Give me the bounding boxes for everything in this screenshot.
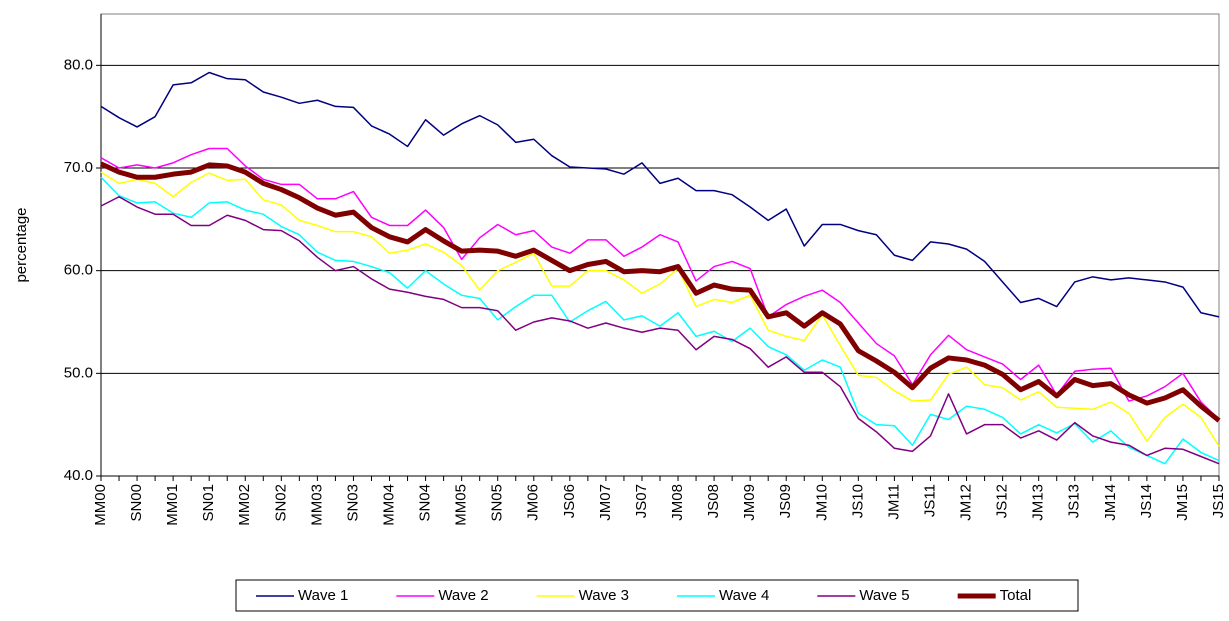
x-tick-label: MM01 (164, 484, 181, 526)
legend-label: Wave 4 (719, 587, 769, 604)
x-tick-label: JS10 (849, 484, 866, 518)
x-tick-label: SN01 (200, 484, 217, 522)
x-tick-label: JS11 (921, 484, 938, 517)
series-line (100, 176, 1220, 465)
x-tick-label: JM13 (1030, 484, 1047, 521)
x-tick-label: SN04 (417, 484, 434, 522)
legend-label: Wave 5 (859, 587, 909, 604)
series-line (99, 161, 1221, 423)
x-tick-label: JM06 (525, 484, 542, 521)
series-line (100, 71, 1220, 318)
x-tick-label: JS13 (1066, 484, 1083, 518)
x-tick-label: MM03 (308, 484, 325, 526)
x-tick-label: JS14 (1138, 484, 1155, 518)
y-tick-label: 50.0 (64, 364, 93, 381)
legend-label: Total (1000, 587, 1032, 604)
x-tick-label: MM00 (92, 484, 109, 526)
x-tick-label: JM11 (885, 484, 902, 520)
x-tick-label: JM10 (813, 484, 830, 521)
x-tick-label: JM09 (741, 484, 758, 521)
x-tick-label: MM04 (380, 484, 397, 526)
x-tick-label: JS06 (561, 484, 578, 518)
y-tick-label: 70.0 (64, 159, 93, 176)
x-tick-label: MM05 (453, 484, 470, 526)
x-tick-label: JM14 (1102, 484, 1119, 521)
y-tick-label: 40.0 (64, 467, 93, 484)
x-tick-label: JS09 (777, 484, 794, 518)
x-tick-label: JM08 (669, 484, 686, 521)
x-tick-label: MM02 (236, 484, 253, 526)
x-tick-label: JS08 (705, 484, 722, 518)
x-tick-label: JS12 (994, 484, 1011, 518)
x-tick-label: JM15 (1174, 484, 1191, 521)
y-tick-label: 80.0 (64, 56, 93, 73)
legend-label: Wave 2 (438, 587, 488, 604)
plot-area (100, 13, 1220, 477)
x-tick-label: JM07 (597, 484, 614, 521)
x-tick-label: JS07 (633, 484, 650, 518)
x-tick-label: SN03 (344, 484, 361, 522)
legend-label: Wave 1 (298, 587, 348, 604)
legend: Wave 1 Wave 2 Wave 3 Wave 4 Wave 5 Total (235, 579, 1079, 612)
x-tick-label: JS15 (1210, 484, 1227, 518)
x-tick-label: SN00 (128, 484, 145, 522)
y-tick-label: 60.0 (64, 262, 93, 279)
x-tick-label: SN02 (272, 484, 289, 522)
series-line (100, 147, 1220, 421)
legend-box (235, 579, 1079, 612)
series-line (100, 195, 1220, 465)
legend-label: Wave 3 (579, 587, 629, 604)
series-line (100, 171, 1220, 447)
x-tick-label: JM12 (958, 484, 975, 521)
x-tick-label: SN05 (489, 484, 506, 522)
y-axis-label: percentage (13, 207, 30, 282)
